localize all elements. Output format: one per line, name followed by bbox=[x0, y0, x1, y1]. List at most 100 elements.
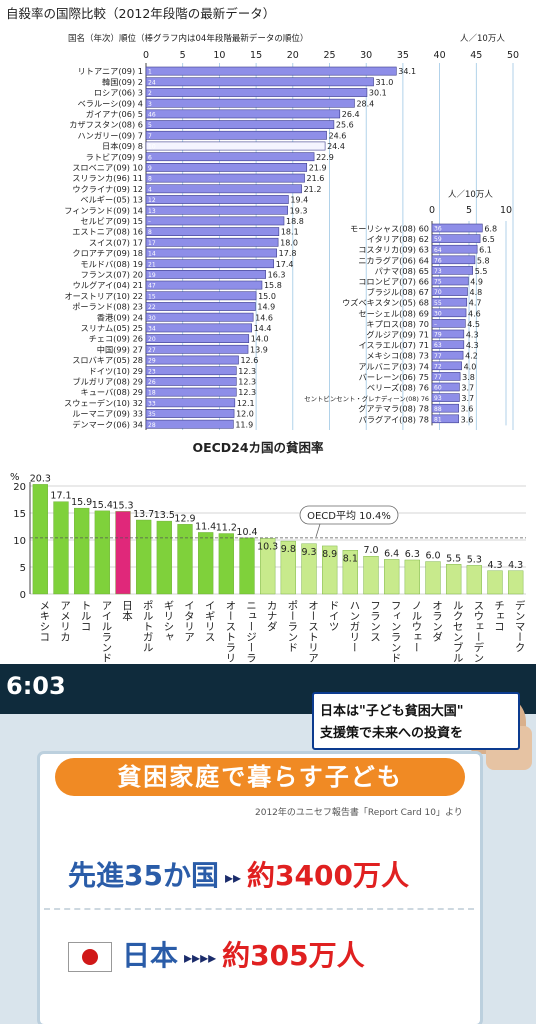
category-label: ギリシャ bbox=[162, 600, 174, 642]
row-label: ポーランド(08) 23 bbox=[72, 302, 143, 312]
bar bbox=[145, 98, 355, 108]
bar bbox=[145, 184, 302, 194]
rank04-label: 17 bbox=[148, 240, 156, 247]
bar bbox=[145, 66, 397, 76]
inset-row-label: ベリーズ(08) 76 bbox=[367, 383, 429, 393]
bar bbox=[145, 259, 275, 269]
value-label: 12.3 bbox=[238, 388, 256, 397]
bar bbox=[177, 524, 193, 595]
inset-bar bbox=[431, 329, 465, 339]
poverty-rate-panel: OECD24カ国の貧困率 % 0 5 10 15 20 20.3 メキシコ 17.1 アメリカ 1… bbox=[0, 432, 536, 664]
tv-screenshot-panel: 6:03 日本は"子ども貧困大国" 支援策で未来への投資を 貧困家庭で暮らす子ど… bbox=[0, 664, 536, 1024]
value-label: 30.1 bbox=[369, 89, 387, 98]
row-label: カザフスタン(08) 6 bbox=[69, 120, 143, 130]
inset-rank04-label: – bbox=[434, 321, 437, 328]
row-label: リトアニア(09) 1 bbox=[78, 66, 143, 76]
inset-rank04-label: 77 bbox=[434, 353, 442, 360]
inset-value-label: 3.6 bbox=[461, 415, 474, 424]
bar bbox=[136, 519, 152, 595]
row-label: クロアチア(09) 18 bbox=[72, 248, 143, 258]
inset-value-label: 6.1 bbox=[479, 246, 492, 255]
bar bbox=[32, 484, 48, 595]
bar bbox=[145, 302, 256, 311]
value-label: 12.3 bbox=[238, 367, 256, 376]
inset-bar bbox=[431, 372, 461, 381]
category-label: オーストラリア bbox=[224, 600, 236, 664]
value-label: 12.9 bbox=[174, 513, 195, 524]
value-label: 15.8 bbox=[264, 281, 282, 290]
average-callout-pointer bbox=[315, 523, 321, 537]
bar bbox=[145, 195, 289, 204]
row-label: ラトビア(09) 9 bbox=[86, 152, 143, 162]
category-label: スウェーデン bbox=[472, 600, 484, 663]
inset-rank04-label: 70 bbox=[434, 289, 442, 296]
value-label: 11.2 bbox=[216, 523, 237, 534]
inset-rank04-label: 76 bbox=[434, 257, 442, 264]
value-label: 22.9 bbox=[316, 153, 334, 162]
bar bbox=[145, 141, 326, 151]
row-label: フィンランド(09) 14 bbox=[64, 205, 143, 215]
row-label: スロベニア(09) 10 bbox=[72, 163, 143, 173]
inset-row-label: パラグアイ(08) 78 bbox=[359, 414, 429, 424]
value-label: 10.4 bbox=[236, 527, 257, 538]
inset-value-label: 3.7 bbox=[461, 394, 474, 403]
inset-row-label: イスラエル(07) 71 bbox=[358, 340, 429, 350]
inset-rank04-label: 30 bbox=[434, 310, 442, 317]
value-label: 14.0 bbox=[251, 335, 269, 344]
inset-rank04-label: 73 bbox=[434, 268, 442, 275]
bar bbox=[145, 398, 236, 408]
board-title: 貧困家庭で暮らす子ども bbox=[55, 758, 465, 796]
row-label: ウルグアイ(04) 21 bbox=[73, 280, 143, 290]
value-label: 4.3 bbox=[487, 560, 502, 571]
inset-bar bbox=[431, 234, 481, 243]
inset-rank04-label: 59 bbox=[434, 236, 442, 243]
inset-row-label: アルバニア(03) 74 bbox=[358, 361, 429, 371]
inset-value-label: 3.8 bbox=[462, 373, 475, 382]
inset-bar bbox=[431, 297, 468, 307]
x-tick-label: 35 bbox=[397, 50, 409, 61]
row-label: ウクライナ(09) 12 bbox=[72, 184, 143, 194]
chart-title: OECD24カ国の貧困率 bbox=[192, 440, 324, 455]
category-label: イギリス bbox=[204, 600, 216, 642]
rank04-label: 26 bbox=[148, 379, 156, 386]
inset-value-label: 4.2 bbox=[465, 352, 478, 361]
rank04-label: 27 bbox=[148, 347, 156, 354]
inset-rank04-label: 63 bbox=[434, 342, 442, 349]
caption-box: 日本は"子ども貧困大国" 支援策で未来への投資を bbox=[312, 692, 520, 750]
value-label: 10.3 bbox=[257, 541, 278, 552]
inset-value-label: 4.9 bbox=[470, 278, 483, 287]
value-label: 6.4 bbox=[384, 548, 399, 559]
rank04-label: 4 bbox=[148, 186, 152, 193]
row-label: ブルガリア(08) 29 bbox=[72, 377, 143, 387]
rank04-label: 8 bbox=[148, 229, 152, 236]
category-label: オランダ bbox=[431, 600, 443, 642]
bar bbox=[145, 120, 335, 129]
inset-row-label: グルジア(09) 71 bbox=[366, 330, 429, 340]
value-label: 24.4 bbox=[327, 142, 345, 151]
x-tick-label: 30 bbox=[360, 50, 372, 61]
x-tick-label: 40 bbox=[434, 50, 446, 61]
row-label: 中国(99) 27 bbox=[97, 344, 143, 354]
category-label: ハンガリー bbox=[348, 600, 360, 653]
rank04-label: 24 bbox=[148, 79, 156, 86]
row-label: スイス(07) 17 bbox=[89, 237, 143, 247]
caption-line-2: 支援策で未来への投資を bbox=[320, 726, 464, 741]
value-label: 9.3 bbox=[301, 547, 316, 558]
value-label: 14.4 bbox=[254, 324, 272, 333]
rank04-label: 9 bbox=[148, 165, 152, 172]
rank04-label: 28 bbox=[148, 422, 156, 429]
rank04-label: 21 bbox=[148, 261, 156, 268]
value-label: 6.3 bbox=[405, 549, 420, 560]
rank04-label: 5 bbox=[148, 122, 152, 129]
bar bbox=[280, 540, 296, 595]
category-label: ノルウェー bbox=[410, 600, 422, 653]
suicide-rate-panel: 自殺率の国際比較（2012年段階の最新データ） 国名（年次）順位（棒グラフ内は0… bbox=[0, 0, 536, 430]
inset-bar bbox=[431, 414, 459, 424]
inset-value-label: 5.8 bbox=[477, 256, 490, 265]
bar bbox=[145, 216, 285, 226]
inset-row-label: セントビンセント・グレナディーン(08) 76 bbox=[304, 394, 429, 403]
inset-bar bbox=[431, 276, 469, 286]
row2-label: 日本 bbox=[122, 939, 179, 972]
row-label: 香港(09) 24 bbox=[97, 312, 143, 322]
y-tick-label: 5 bbox=[20, 563, 26, 574]
